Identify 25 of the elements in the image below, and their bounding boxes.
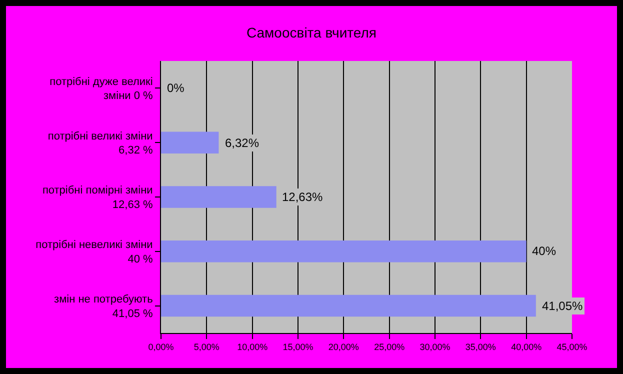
- x-tick-label: 10,00%: [237, 342, 268, 352]
- y-tick-label: змін не потребують 41,05 %: [54, 294, 154, 320]
- data-label: 6,32%: [225, 136, 260, 150]
- bar: [161, 186, 276, 208]
- x-tick-label: 35,00%: [465, 342, 496, 352]
- bar: [161, 132, 219, 154]
- x-tick-label: 25,00%: [374, 342, 405, 352]
- data-label: 41,05%: [542, 299, 584, 313]
- bar: [161, 294, 536, 317]
- x-tick-label: 15,00%: [282, 342, 314, 352]
- data-label: 0%: [167, 81, 185, 95]
- bar: [161, 240, 526, 262]
- y-tick-label: потрібні невеликі зміни 40 %: [36, 239, 154, 266]
- chart-title: Самоосвіта вчителя: [246, 24, 376, 41]
- y-tick-label: потрібні дуже великі зміни 0 %: [50, 76, 154, 102]
- x-tick-label: 20,00%: [328, 342, 359, 352]
- x-tick-label: 45,00%: [556, 342, 588, 352]
- data-label: 40%: [532, 244, 556, 258]
- x-tick-label: 0,00%: [148, 342, 174, 352]
- x-tick-label: 40,00%: [511, 342, 542, 352]
- y-tick-label: потрібні великі зміни 6,32 %: [48, 130, 154, 157]
- y-tick-label: потрібні помірні зміни 12,63 %: [42, 184, 154, 211]
- x-tick-label: 30,00%: [420, 342, 450, 352]
- x-tick-label: 5,00%: [194, 342, 220, 352]
- data-label: 12,63%: [282, 190, 324, 204]
